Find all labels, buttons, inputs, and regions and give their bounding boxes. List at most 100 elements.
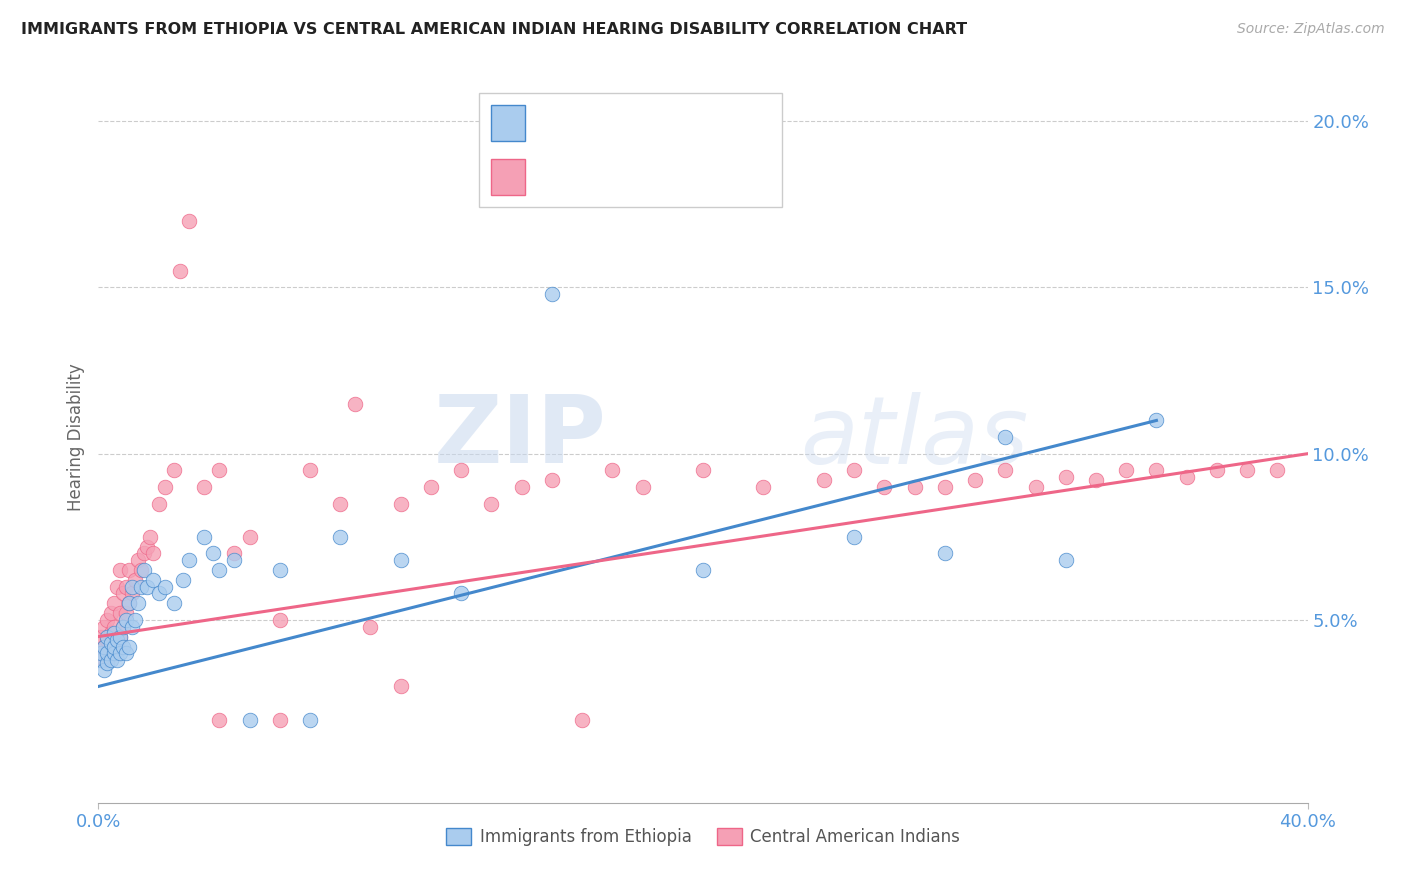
Point xyxy=(114,607,136,621)
Point xyxy=(153,480,176,494)
Point xyxy=(299,463,322,477)
Point xyxy=(118,640,141,654)
Point xyxy=(90,630,112,644)
Point xyxy=(103,646,125,660)
Point xyxy=(111,640,134,654)
Point xyxy=(299,713,322,727)
Point xyxy=(100,607,122,621)
Point xyxy=(1175,470,1198,484)
Text: atlas: atlas xyxy=(800,392,1028,483)
Point xyxy=(108,630,131,644)
Point xyxy=(540,287,562,301)
Point xyxy=(360,619,382,633)
Point xyxy=(269,613,291,627)
Y-axis label: Hearing Disability: Hearing Disability xyxy=(66,363,84,511)
Point xyxy=(420,480,443,494)
Point xyxy=(813,473,835,487)
Point xyxy=(132,546,155,560)
Point xyxy=(193,480,215,494)
Point xyxy=(148,497,170,511)
Point xyxy=(111,586,134,600)
Point xyxy=(224,553,246,567)
Point xyxy=(111,619,134,633)
Point xyxy=(904,480,927,494)
Point xyxy=(96,646,118,660)
Point xyxy=(239,713,262,727)
Point xyxy=(103,626,125,640)
Point xyxy=(540,473,562,487)
Point xyxy=(571,713,593,727)
Point xyxy=(135,540,157,554)
Point xyxy=(139,530,162,544)
Point xyxy=(127,596,149,610)
Point xyxy=(208,563,231,577)
Point xyxy=(103,640,125,654)
Point xyxy=(208,713,231,727)
Point xyxy=(752,480,775,494)
Point xyxy=(179,553,201,567)
Point xyxy=(1054,553,1077,567)
Legend: Immigrants from Ethiopia, Central American Indians: Immigrants from Ethiopia, Central Americ… xyxy=(440,822,966,853)
Point xyxy=(873,480,896,494)
Point xyxy=(121,586,143,600)
Point xyxy=(118,563,141,577)
Point xyxy=(1206,463,1229,477)
Point xyxy=(153,580,176,594)
Point xyxy=(692,563,714,577)
Point xyxy=(692,463,714,477)
Point xyxy=(105,580,128,594)
Point xyxy=(100,626,122,640)
Point xyxy=(105,653,128,667)
Point xyxy=(108,563,131,577)
Point xyxy=(193,530,215,544)
Point xyxy=(208,463,231,477)
Point xyxy=(129,580,152,594)
Point xyxy=(108,646,131,660)
Point xyxy=(344,397,367,411)
Point xyxy=(100,653,122,667)
Point xyxy=(142,573,165,587)
Point xyxy=(329,497,352,511)
Point xyxy=(389,553,412,567)
Point xyxy=(844,530,866,544)
Point xyxy=(450,463,472,477)
Point xyxy=(96,630,118,644)
Point xyxy=(100,636,122,650)
Point xyxy=(934,480,956,494)
Point xyxy=(844,463,866,477)
Point xyxy=(96,646,118,660)
Point xyxy=(93,663,115,677)
Point xyxy=(121,580,143,594)
Point xyxy=(1024,480,1046,494)
Point xyxy=(103,596,125,610)
Point xyxy=(124,613,146,627)
Point xyxy=(108,630,131,644)
Point xyxy=(934,546,956,560)
Point xyxy=(93,619,115,633)
Point xyxy=(105,632,128,647)
Point xyxy=(1144,413,1167,427)
Point xyxy=(450,586,472,600)
Point xyxy=(132,563,155,577)
Point xyxy=(1054,470,1077,484)
Point xyxy=(389,680,412,694)
Point xyxy=(100,640,122,654)
Point xyxy=(1115,463,1137,477)
Point xyxy=(90,646,112,660)
Point xyxy=(93,653,115,667)
Text: ZIP: ZIP xyxy=(433,391,606,483)
Point xyxy=(121,619,143,633)
Point xyxy=(142,546,165,560)
Point xyxy=(965,473,987,487)
Point xyxy=(239,530,262,544)
Point xyxy=(202,546,225,560)
Point xyxy=(93,640,115,654)
Point xyxy=(114,580,136,594)
Point xyxy=(1236,463,1258,477)
Point xyxy=(96,613,118,627)
Point xyxy=(510,480,533,494)
Point xyxy=(103,646,125,660)
Point xyxy=(172,573,194,587)
Text: IMMIGRANTS FROM ETHIOPIA VS CENTRAL AMERICAN INDIAN HEARING DISABILITY CORRELATI: IMMIGRANTS FROM ETHIOPIA VS CENTRAL AMER… xyxy=(21,22,967,37)
Point xyxy=(90,653,112,667)
